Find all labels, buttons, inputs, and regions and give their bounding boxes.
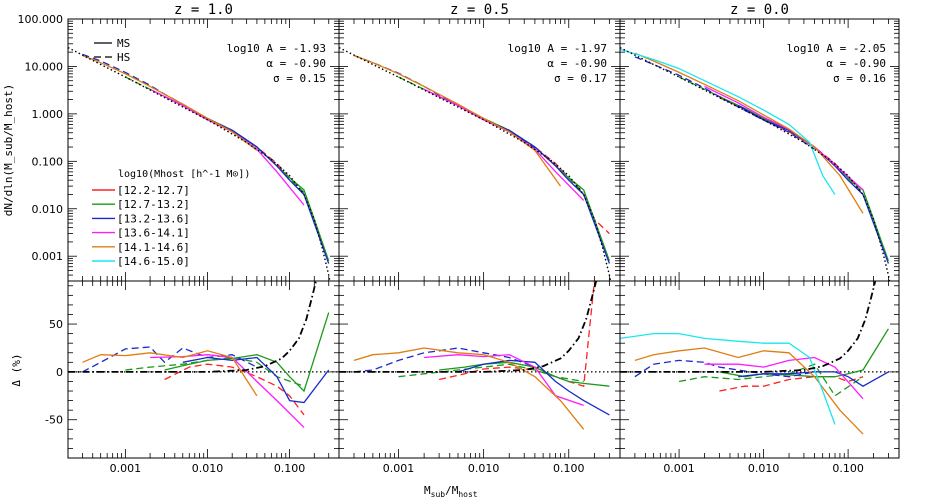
bottom-series-line: [634, 347, 864, 435]
top-series-line: [82, 53, 258, 148]
bottom-series-line: [634, 359, 815, 378]
fit-parameter: log10 A = -1.93: [227, 42, 326, 55]
top-series-line: [82, 54, 258, 151]
x-tick-label: 0.001: [110, 462, 142, 475]
fit-parameter: α = -0.90: [266, 57, 326, 70]
fit-parameter: log10 A = -2.05: [787, 42, 886, 55]
legend-label: [12.7-13.2]: [117, 198, 190, 211]
bottom-frame: [619, 280, 900, 459]
top-series-line: [353, 54, 562, 187]
top-series-line: [438, 96, 610, 235]
panel-title: z = 0.0: [730, 2, 789, 18]
legend-label: [14.1-14.6]: [117, 241, 190, 254]
top-series-line: [438, 96, 611, 262]
y-tick-label: -50: [45, 414, 63, 427]
fit-line-bottom: [68, 281, 317, 373]
legend-label: [13.2-13.6]: [117, 212, 190, 225]
bottom-series-group: [620, 281, 889, 435]
fit-parameter: α = -0.90: [826, 57, 886, 70]
x-tick-label: 0.010: [192, 462, 224, 475]
bottom-series-line: [164, 363, 305, 416]
bottom-series-line: [82, 350, 258, 397]
x-tick-label: 0.001: [663, 462, 695, 475]
top-series-line: [353, 54, 536, 149]
top-series-line: [634, 56, 815, 150]
fit-line-bottom: [620, 281, 877, 373]
bottom-series-line: [678, 363, 864, 397]
y-tick-label: 50: [49, 318, 63, 331]
bottom-series-line: [620, 332, 836, 425]
panel-0: z = 1.0 log10 A = -1.93 α = -0.90 σ = 0.15 0…: [67, 2, 340, 475]
bottom-series-line: [719, 376, 864, 392]
bottom-series-line: [164, 312, 330, 393]
panel-title: z = 1.0: [174, 2, 233, 18]
top-series-line: [398, 76, 585, 193]
y-axis-label-top: dN/dln(M_sub/M_host): [2, 84, 15, 216]
bottom-frame: [67, 280, 340, 459]
legend-label: [14.6-15.0]: [117, 255, 190, 268]
fit-parameter: log10 A = -1.97: [508, 42, 607, 55]
legend-label: HS: [117, 51, 130, 64]
top-series-line: [634, 52, 864, 214]
panel-1: z = 0.5 log10 A = -1.97 α = -0.90 σ = 0.17 0…: [338, 2, 621, 475]
y-tick-label: 100.000: [18, 13, 64, 26]
fit-parameter: σ = 0.17: [554, 72, 607, 85]
bottom-series-line: [738, 371, 889, 387]
panel-2: z = 0.0 log10 A = -2.05 α = -0.90 σ = 0.16 0…: [619, 2, 900, 475]
bottom-series-line: [182, 356, 330, 404]
bottom-series-line: [353, 347, 536, 373]
x-tick-label: 0.100: [832, 462, 864, 475]
top-series-group: [620, 46, 891, 281]
x-tick-label: 0.001: [383, 462, 415, 475]
bottom-series-line: [398, 363, 584, 383]
top-series-line: [737, 104, 890, 264]
legend-title: log10(Mhost [h^-1 M⊙]): [118, 169, 250, 180]
panel-title: z = 0.5: [450, 2, 509, 18]
fit-line-top: [339, 46, 612, 281]
top-series-line: [620, 48, 836, 195]
legend-label: [12.2-12.7]: [117, 184, 190, 197]
bottom-series-line: [457, 359, 610, 416]
top-series-line: [423, 88, 585, 201]
y-tick-label: 0.010: [32, 203, 64, 216]
fit-parameter: σ = 0.15: [273, 72, 326, 85]
top-series-line: [719, 97, 864, 195]
x-tick-label: 0.100: [274, 462, 306, 475]
y-tick-label: 1.000: [32, 108, 64, 121]
x-axis-label: Msub/Mhost: [424, 484, 478, 499]
y-tick-label: 0.001: [32, 250, 64, 263]
top-series-line: [182, 104, 330, 264]
top-series-line: [719, 96, 890, 262]
top-series-group: [339, 46, 612, 281]
top-series-line: [678, 76, 864, 193]
legend-label: [13.6-14.1]: [117, 227, 190, 240]
legend-label: MS: [117, 37, 130, 50]
top-series-group: [68, 46, 331, 281]
x-tick-label: 0.100: [553, 462, 585, 475]
y-axis-label-bottom: Δ (%): [10, 353, 23, 386]
bottom-series-group: [68, 281, 330, 428]
fit-line-top: [620, 46, 891, 281]
x-tick-label: 0.010: [468, 462, 500, 475]
fit-parameter: α = -0.90: [547, 57, 607, 70]
y-tick-label: 10.000: [25, 60, 64, 73]
bottom-series-line: [353, 347, 585, 430]
x-tick-label: 0.010: [748, 462, 780, 475]
top-series-line: [457, 104, 611, 264]
y-tick-label: 0: [56, 366, 63, 379]
bottom-frame: [338, 280, 621, 459]
fit-parameter: σ = 0.16: [833, 72, 886, 85]
bottom-series-line: [704, 356, 864, 400]
fit-line-bottom: [339, 281, 598, 373]
fit-line-top: [68, 46, 331, 281]
y-tick-label: 0.100: [32, 155, 64, 168]
bottom-series-group: [339, 281, 610, 430]
